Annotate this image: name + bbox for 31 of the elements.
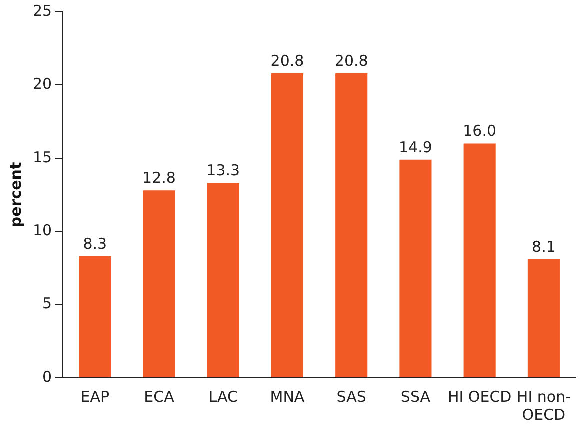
x-tick-label: MNA (270, 388, 306, 406)
y-tick-label: 20 (32, 75, 52, 94)
data-label: 8.3 (83, 234, 108, 253)
bar (271, 73, 304, 378)
x-tick-label: ECA (144, 388, 176, 406)
x-tick-label: EAP (80, 388, 110, 406)
x-tick-label: SSA (400, 388, 432, 406)
data-label: 20.8 (334, 52, 368, 70)
y-tick-label: 25 (32, 2, 52, 20)
y-tick-label: 15 (32, 148, 52, 166)
data-label: 12.8 (142, 169, 176, 187)
data-label: 8.1 (532, 238, 556, 256)
bar (207, 183, 240, 378)
data-label: 20.8 (270, 52, 304, 70)
x-tick-label: SAS (336, 388, 366, 406)
bar (79, 256, 112, 378)
y-axis-title: percent (6, 162, 25, 228)
data-label: 14.9 (399, 138, 432, 156)
data-label: 16.0 (463, 122, 497, 140)
x-tick-label: HI non-OECD (516, 388, 571, 424)
y-tick-label: 5 (42, 294, 52, 313)
bar (528, 259, 560, 378)
x-tick-label: HI OECD (448, 388, 512, 406)
bar (464, 144, 496, 378)
bar (143, 190, 176, 378)
y-tick-label: 10 (32, 221, 52, 240)
bar (400, 160, 432, 378)
x-tick-label: LAC (208, 388, 238, 406)
bar (336, 73, 368, 378)
y-tick-label: 0 (42, 368, 52, 386)
data-label: 13.3 (206, 162, 240, 180)
